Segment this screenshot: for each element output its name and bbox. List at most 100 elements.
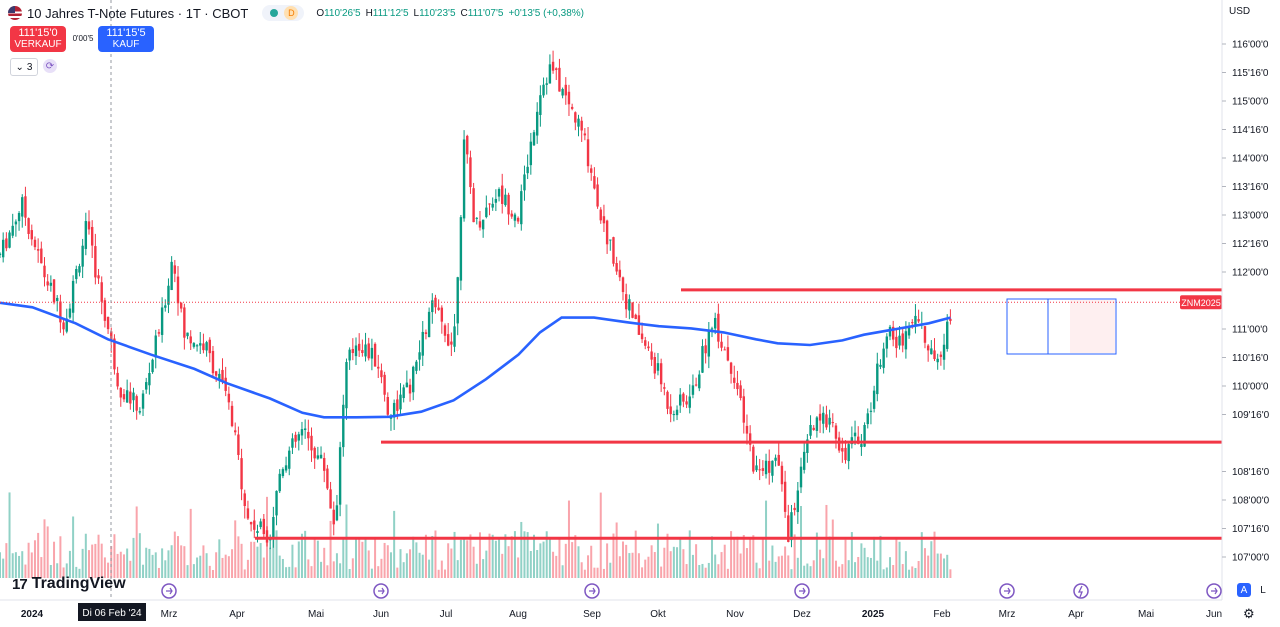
- volume-bar: [447, 543, 450, 578]
- ohlc-l-label: L: [413, 7, 420, 19]
- volume-bar: [469, 534, 472, 578]
- volume-bar: [310, 566, 313, 578]
- candle-body: [748, 433, 752, 445]
- candle-body: [14, 221, 18, 225]
- volume-bar: [393, 510, 396, 578]
- candle-body: [831, 422, 834, 424]
- volume-bar: [682, 549, 685, 578]
- volume-bar: [43, 519, 46, 578]
- candle-body: [599, 209, 602, 221]
- volume-bar: [923, 548, 926, 578]
- volume-bar: [135, 506, 138, 578]
- volume-bar: [221, 557, 224, 578]
- volume-bar: [504, 534, 507, 578]
- volume-bar: [208, 565, 211, 578]
- sell-price: 111'15'0: [18, 27, 58, 39]
- candle-body: [49, 282, 53, 286]
- candle-body: [891, 326, 895, 340]
- volume-bar: [186, 565, 189, 578]
- event-arrow-icon: [166, 587, 173, 595]
- sell-button[interactable]: 111'15'0 VERKAUF: [10, 26, 66, 52]
- volume-bar: [183, 546, 186, 578]
- volume-bar: [138, 533, 141, 578]
- volume-bar: [784, 546, 787, 578]
- volume-bar: [707, 562, 710, 578]
- time-tick-label: Jun: [373, 609, 389, 620]
- candle-body: [570, 106, 574, 109]
- volume-bar: [332, 561, 335, 578]
- ohlc-close: 111'07'5: [467, 7, 504, 19]
- currency-selector[interactable]: USD: [1229, 6, 1251, 17]
- indicators-toggle-button[interactable]: ⌄ 3: [10, 58, 38, 76]
- candle-body: [809, 424, 812, 436]
- volume-bar: [771, 545, 774, 578]
- volume-bar: [634, 530, 637, 578]
- ma-line: [0, 301, 951, 419]
- volume-bar: [170, 545, 173, 578]
- candle-body: [21, 197, 24, 217]
- tradingview-logo[interactable]: 17 TradingView: [12, 575, 126, 593]
- volume-bar: [933, 531, 936, 578]
- candle-body: [148, 373, 151, 386]
- log-scale-button[interactable]: L: [1260, 584, 1266, 596]
- volume-bar: [107, 562, 110, 578]
- candle-body: [672, 414, 676, 416]
- buy-button[interactable]: 111'15'5 KAUF: [98, 26, 154, 52]
- candle-body: [59, 301, 62, 323]
- volume-bar: [526, 532, 529, 578]
- candle-body: [685, 401, 688, 405]
- volume-bar: [806, 563, 809, 578]
- volume-bar: [742, 535, 745, 578]
- candle-body: [367, 343, 370, 359]
- candle-body: [323, 458, 326, 471]
- volume-bar: [571, 542, 574, 578]
- time-tick-label: Mrz: [161, 609, 178, 620]
- volume-bar: [574, 535, 577, 578]
- candle-body: [539, 95, 542, 115]
- sync-icon[interactable]: ⟳: [43, 59, 57, 73]
- volume-bar: [281, 558, 284, 578]
- candle-body: [675, 409, 679, 416]
- volume-bar: [145, 547, 148, 578]
- candle-body: [313, 447, 316, 459]
- candle-body: [526, 166, 529, 174]
- candle-body: [475, 217, 478, 219]
- volume-bar: [142, 564, 145, 578]
- candle-body: [513, 214, 517, 221]
- session-pill[interactable]: D: [262, 5, 305, 21]
- candle-body: [946, 321, 949, 349]
- candle-body: [364, 344, 367, 357]
- volume-bar: [583, 569, 586, 578]
- candle-body: [392, 402, 396, 418]
- candle-body: [52, 279, 56, 303]
- candle-body: [742, 396, 745, 423]
- candle-body: [370, 347, 374, 359]
- volume-bar: [803, 565, 806, 578]
- volume-bar: [383, 542, 386, 578]
- gear-icon[interactable]: ⚙: [1243, 606, 1255, 621]
- candle-body: [596, 184, 599, 207]
- volume-bar: [180, 545, 183, 578]
- volume-bar: [329, 520, 332, 578]
- volume-bar: [335, 553, 338, 578]
- candle-body: [567, 91, 571, 105]
- volume-bar: [428, 559, 431, 578]
- symbol-title[interactable]: 10 Jahres T-Note Futures · 1T · CBOT: [27, 5, 249, 21]
- candle-body: [383, 374, 386, 395]
- auto-scale-button[interactable]: A: [1237, 583, 1251, 597]
- volume-bar: [548, 539, 551, 578]
- candle-body: [634, 314, 637, 319]
- candle-body: [888, 326, 892, 337]
- volume-bar: [307, 559, 310, 578]
- volume-bar: [323, 547, 326, 578]
- candle-body: [145, 382, 148, 390]
- candle-body: [453, 326, 456, 347]
- candle-body: [551, 61, 555, 71]
- candle-body: [167, 285, 170, 305]
- volume-bar: [148, 548, 151, 578]
- volume-bar: [691, 554, 694, 578]
- volume-bar: [841, 564, 844, 578]
- volume-bar: [14, 552, 17, 578]
- volume-bar: [113, 534, 116, 578]
